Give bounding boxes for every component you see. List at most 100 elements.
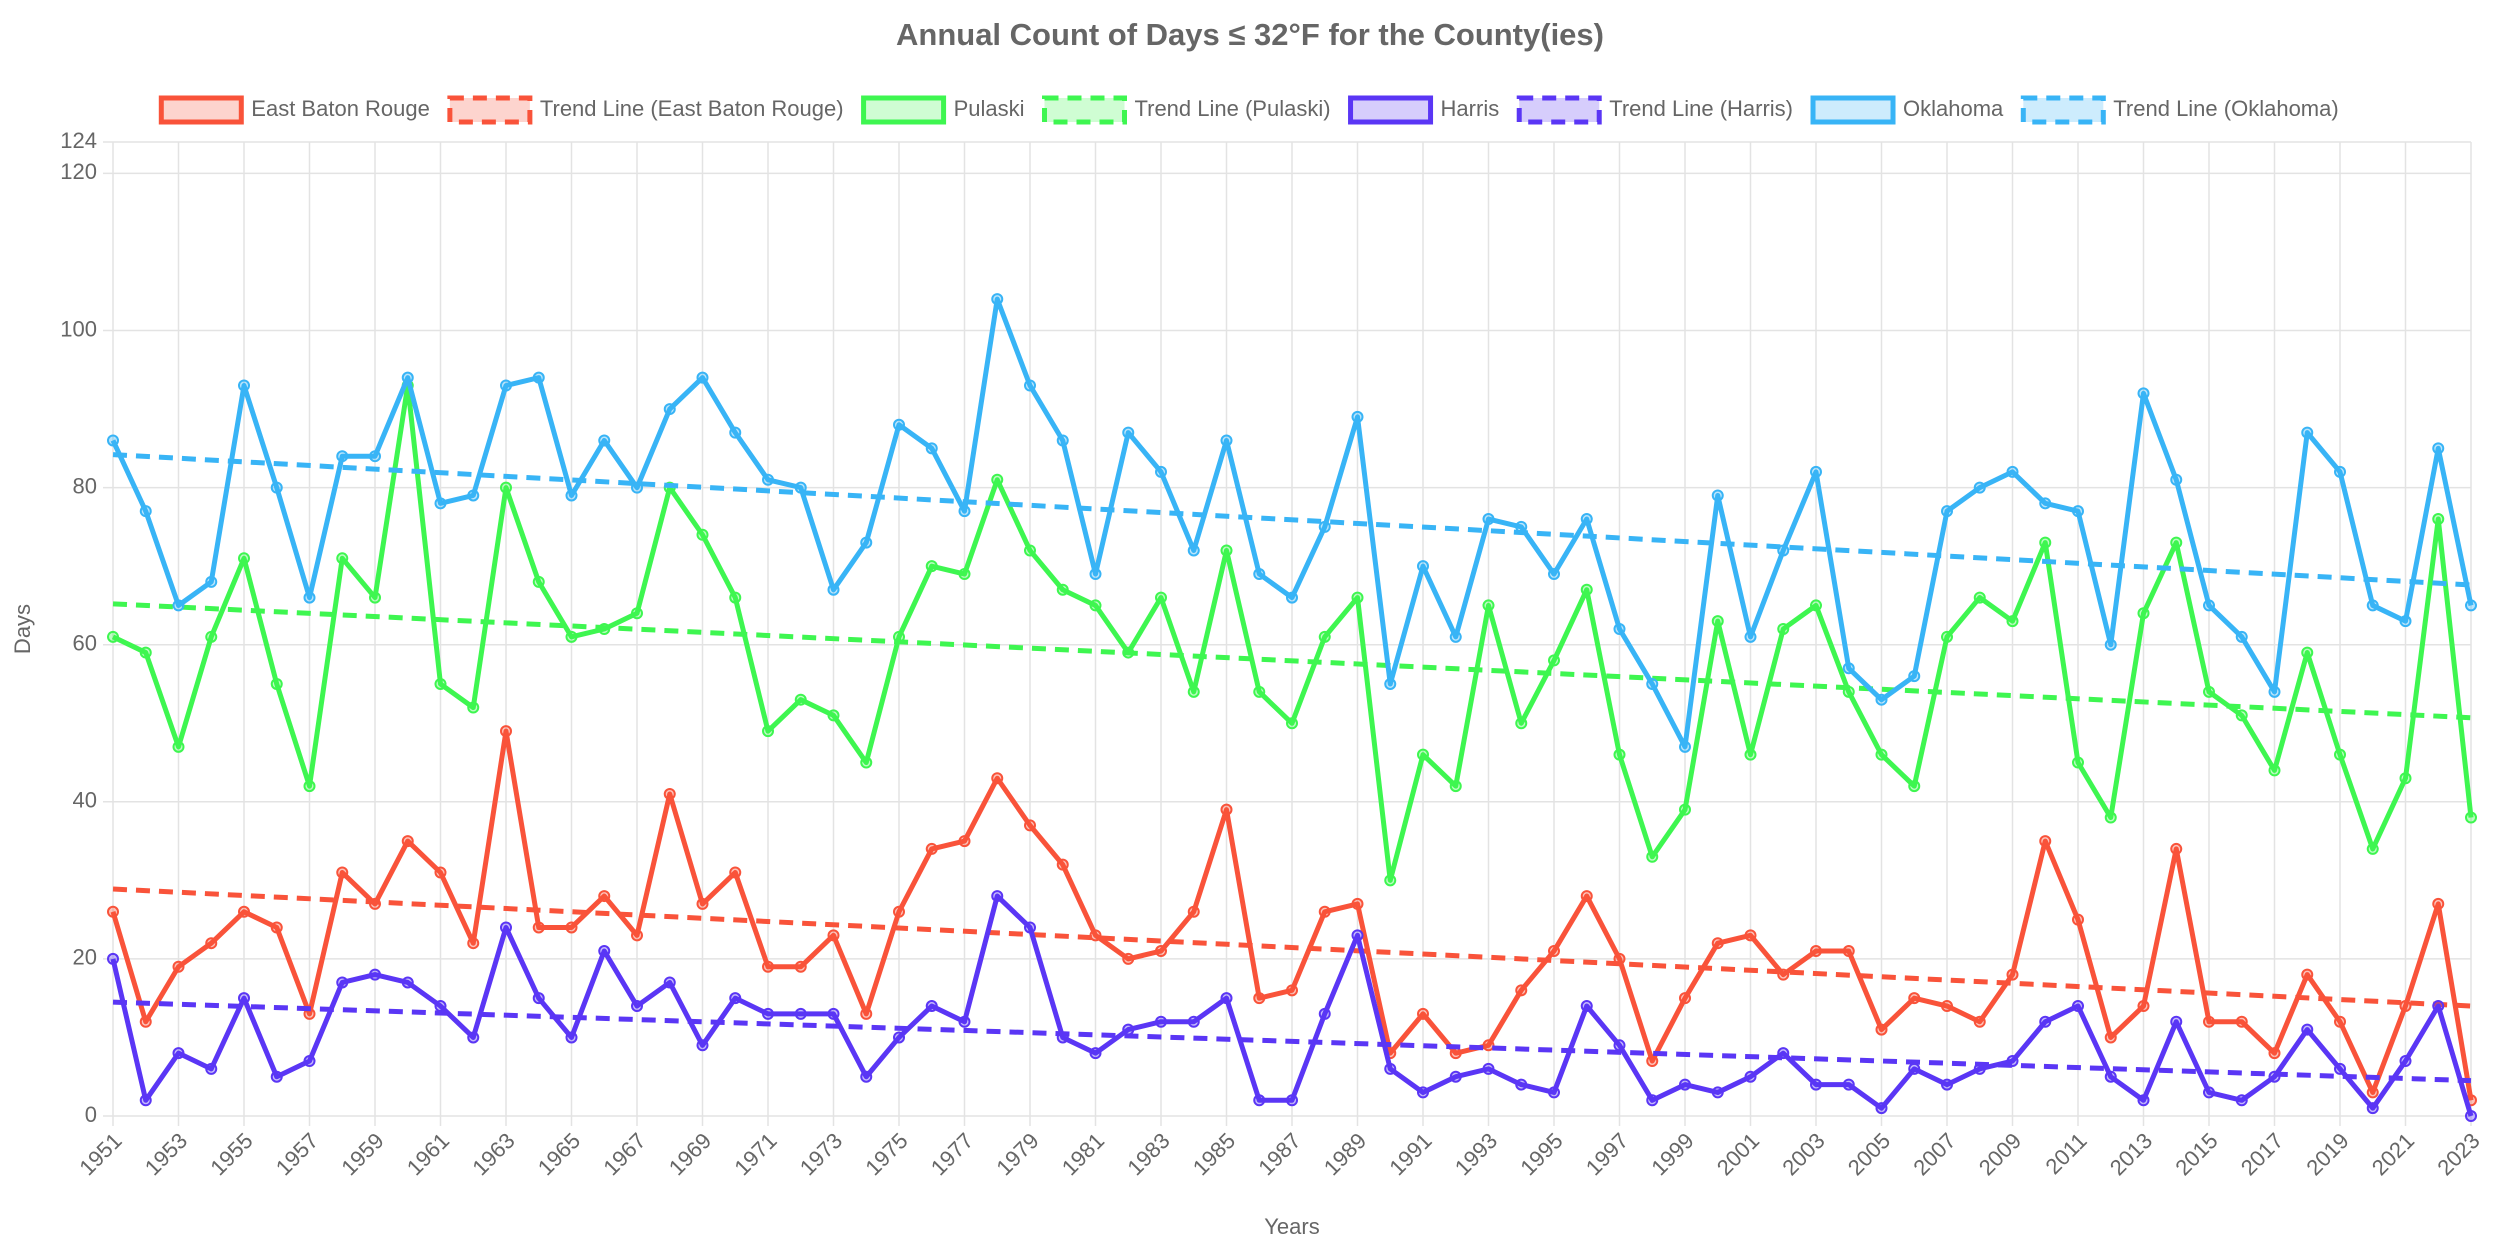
legend-swatch bbox=[1516, 95, 1602, 125]
data-point bbox=[2039, 835, 2052, 848]
data-point bbox=[1056, 434, 1069, 447]
data-point bbox=[1122, 952, 1135, 965]
data-point bbox=[925, 1000, 938, 1013]
data-point bbox=[565, 489, 578, 502]
data-point bbox=[1613, 1039, 1626, 1052]
data-point bbox=[2268, 764, 2281, 777]
data-point bbox=[1089, 568, 1102, 581]
data-point bbox=[2432, 897, 2445, 910]
data-point bbox=[2334, 465, 2346, 478]
data-point bbox=[107, 905, 119, 918]
data-point bbox=[1810, 465, 1822, 478]
legend-label: Trend Line (Oklahoma) bbox=[2113, 96, 2338, 121]
data-point bbox=[2366, 842, 2379, 855]
data-point bbox=[2072, 1000, 2084, 1013]
x-tick-label: 2023 bbox=[2432, 1128, 2484, 1180]
data-point bbox=[1286, 1094, 1298, 1107]
data-point bbox=[1744, 1070, 1757, 1083]
data-point bbox=[1024, 544, 1036, 557]
data-point bbox=[1089, 599, 1102, 612]
data-point bbox=[1744, 748, 1757, 761]
data-point bbox=[2366, 1086, 2379, 1099]
data-point bbox=[2203, 685, 2215, 698]
data-point bbox=[1384, 874, 1397, 887]
x-tick-label: 1957 bbox=[271, 1128, 323, 1180]
data-point bbox=[1318, 1007, 1331, 1020]
data-point bbox=[2235, 709, 2248, 722]
data-point bbox=[172, 1047, 185, 1060]
data-point bbox=[1679, 1078, 1691, 1091]
x-tick-label: 2013 bbox=[2105, 1128, 2157, 1180]
data-point bbox=[1711, 1086, 1724, 1099]
data-point bbox=[1711, 937, 1724, 950]
data-point bbox=[1875, 693, 1888, 706]
data-point bbox=[1908, 992, 1921, 1005]
data-point bbox=[2039, 497, 2052, 510]
data-point bbox=[1253, 685, 1266, 698]
data-point bbox=[1941, 630, 1953, 643]
data-point bbox=[860, 536, 873, 549]
x-tick-label: 2007 bbox=[1908, 1128, 1960, 1180]
data-point bbox=[729, 992, 742, 1005]
x-tick-label: 1959 bbox=[336, 1128, 388, 1180]
legend-label: Trend Line (Pulaski) bbox=[1135, 96, 1331, 121]
data-point bbox=[1482, 599, 1495, 612]
data-point bbox=[2465, 811, 2477, 824]
data-point bbox=[172, 960, 185, 973]
data-point bbox=[2301, 426, 2314, 439]
data-point bbox=[1449, 630, 1462, 643]
data-point bbox=[1220, 434, 1233, 447]
data-point bbox=[500, 921, 512, 934]
data-point bbox=[1646, 850, 1659, 863]
data-point bbox=[598, 434, 611, 447]
data-point bbox=[1318, 905, 1331, 918]
legend-swatch bbox=[1810, 95, 1896, 125]
legend-label: Trend Line (Harris) bbox=[1609, 96, 1793, 121]
data-point bbox=[2366, 599, 2379, 612]
data-point bbox=[1351, 410, 1364, 423]
y-tick-label: 60 bbox=[73, 631, 97, 656]
data-point bbox=[2006, 615, 2019, 628]
data-point bbox=[598, 890, 611, 903]
data-point bbox=[2039, 1015, 2052, 1028]
data-point bbox=[1580, 513, 1593, 526]
data-point bbox=[2039, 536, 2052, 549]
data-point bbox=[532, 371, 545, 384]
data-point bbox=[631, 481, 643, 494]
data-point bbox=[336, 866, 349, 879]
data-point bbox=[827, 1007, 840, 1020]
data-point bbox=[270, 677, 283, 690]
data-point bbox=[1810, 599, 1822, 612]
x-tick-label: 2003 bbox=[1777, 1128, 1829, 1180]
series-line bbox=[110, 728, 2474, 1101]
data-point bbox=[2137, 387, 2150, 400]
y-tick-label: 0 bbox=[85, 1102, 97, 1127]
x-tick-label: 2009 bbox=[1974, 1128, 2026, 1180]
data-point bbox=[1941, 1078, 1953, 1091]
data-point bbox=[860, 1007, 873, 1020]
x-tick-label: 1973 bbox=[795, 1128, 847, 1180]
data-point bbox=[729, 591, 742, 604]
x-tick-label: 1967 bbox=[598, 1128, 650, 1180]
data-point bbox=[1187, 685, 1200, 698]
series-line bbox=[110, 296, 2474, 750]
data-point bbox=[2432, 513, 2445, 526]
data-point bbox=[336, 552, 349, 565]
data-point bbox=[1089, 1047, 1102, 1060]
data-point bbox=[893, 905, 905, 918]
data-point bbox=[270, 921, 283, 934]
data-point bbox=[2006, 968, 2019, 981]
data-point bbox=[1024, 921, 1036, 934]
data-point bbox=[958, 505, 971, 518]
data-point bbox=[2203, 1015, 2215, 1028]
data-point bbox=[2334, 1062, 2346, 1075]
x-tick-label: 2019 bbox=[2301, 1128, 2353, 1180]
data-point bbox=[107, 952, 119, 965]
data-point bbox=[336, 976, 349, 989]
data-point bbox=[893, 1031, 905, 1044]
data-point bbox=[1187, 1015, 1200, 1028]
data-point bbox=[1679, 992, 1691, 1005]
data-point bbox=[1646, 677, 1659, 690]
data-point bbox=[794, 481, 807, 494]
data-point bbox=[1220, 544, 1233, 557]
